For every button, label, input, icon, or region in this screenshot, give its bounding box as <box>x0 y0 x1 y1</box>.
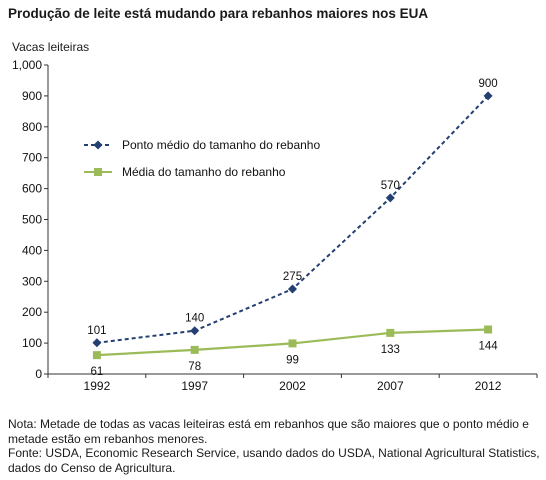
data-point-square <box>92 351 101 360</box>
source-text: Fonte: USDA, Economic Research Service, … <box>8 446 540 475</box>
x-tick-label: 2012 <box>475 379 502 393</box>
data-point-diamond <box>483 91 493 101</box>
legend-marker <box>94 168 102 176</box>
legend-marker <box>93 140 103 150</box>
x-tick-label: 2002 <box>279 379 306 393</box>
data-label: 275 <box>283 271 302 283</box>
data-point-square <box>288 339 297 348</box>
chart-notes: Nota: Metade de todas as vacas leiteiras… <box>8 417 540 475</box>
data-label: 78 <box>188 361 201 373</box>
data-point-square <box>190 345 199 354</box>
x-tick-label: 1992 <box>84 379 111 393</box>
y-tick-label: 800 <box>22 120 42 134</box>
y-tick-label: 900 <box>22 89 42 103</box>
series-lines <box>96 95 489 357</box>
data-point-diamond <box>288 284 297 294</box>
series-markers <box>92 91 493 360</box>
chart-area: 0 100 200 300 400 500 600 700 800 900 1,000 1992 199… <box>12 58 538 393</box>
data-label: 101 <box>87 325 106 337</box>
legend-label: Ponto médio do tamanho do rebanho <box>122 138 320 152</box>
data-point-diamond <box>385 193 395 203</box>
data-label: 570 <box>381 180 400 192</box>
series-line <box>96 95 489 344</box>
y-tick-label: 600 <box>22 182 42 196</box>
x-tick-label: 1997 <box>181 379 208 393</box>
data-point-diamond <box>92 338 102 348</box>
note-text: Nota: Metade de todas as vacas leiteiras… <box>8 417 529 446</box>
y-tick-label: 700 <box>22 151 42 165</box>
legend-label: Média do tamanho do rebanho <box>122 165 286 179</box>
data-label: 140 <box>185 313 204 325</box>
data-point-diamond <box>190 326 200 336</box>
data-point-square <box>386 328 395 337</box>
y-tick-label: 400 <box>22 243 42 257</box>
data-label: 99 <box>286 354 299 366</box>
data-label: 61 <box>91 366 104 378</box>
y-tick-label: 1,000 <box>12 58 42 72</box>
data-label: 144 <box>479 341 499 353</box>
y-tick-label: 300 <box>22 274 42 288</box>
data-point-square <box>484 325 493 334</box>
data-label: 900 <box>479 78 498 90</box>
data-labels: 101 140 275 570 900 61 78 99 133 144 <box>87 78 498 378</box>
legend: Ponto médio do tamanho do rebanho Média d… <box>84 138 320 179</box>
y-tick-label: 500 <box>22 213 42 227</box>
y-tick-label: 200 <box>22 305 42 319</box>
y-tick-label: 100 <box>22 336 42 350</box>
y-tick-label: 0 <box>35 367 42 381</box>
chart-title: Produção de leite está mudando para reba… <box>8 6 429 21</box>
data-label: 133 <box>381 344 400 356</box>
x-tick-label: 2007 <box>377 379 404 393</box>
axes: 0 100 200 300 400 500 600 700 800 900 1,000 1992 199… <box>12 58 538 393</box>
y-axis-label: Vacas leiteiras <box>12 40 90 54</box>
